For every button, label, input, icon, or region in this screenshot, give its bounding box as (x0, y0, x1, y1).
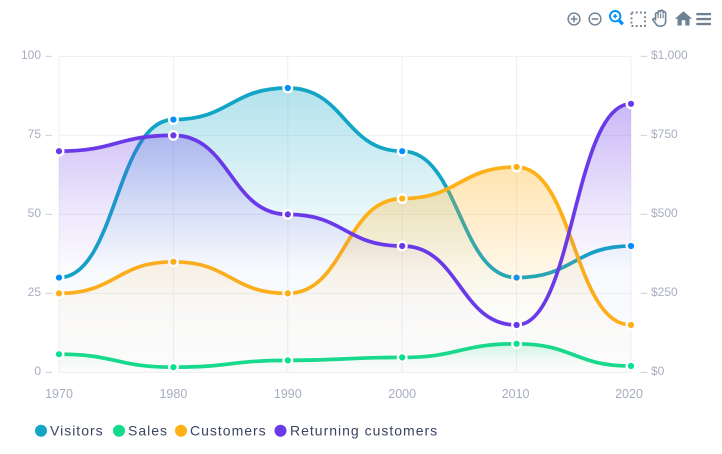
svg-text:Visitors: Visitors (50, 423, 104, 439)
svg-text:$750: $750 (651, 127, 678, 141)
svg-text:$1,000: $1,000 (651, 48, 688, 62)
svg-text:Customers: Customers (190, 423, 267, 439)
svg-text:50: 50 (28, 206, 42, 220)
svg-text:$0: $0 (651, 364, 665, 378)
svg-text:25: 25 (28, 285, 42, 299)
svg-text:2020: 2020 (615, 387, 643, 401)
svg-text:Returning customers: Returning customers (290, 423, 438, 439)
svg-text:100: 100 (21, 48, 41, 62)
svg-text:1970: 1970 (45, 387, 73, 401)
svg-text:2000: 2000 (388, 387, 416, 401)
svg-text:Sales: Sales (128, 423, 168, 439)
svg-text:75: 75 (28, 127, 42, 141)
svg-text:2010: 2010 (502, 387, 530, 401)
svg-text:1980: 1980 (159, 387, 187, 401)
svg-text:0: 0 (34, 364, 41, 378)
svg-text:$250: $250 (651, 285, 678, 299)
svg-text:$500: $500 (651, 206, 678, 220)
svg-text:1990: 1990 (274, 387, 302, 401)
